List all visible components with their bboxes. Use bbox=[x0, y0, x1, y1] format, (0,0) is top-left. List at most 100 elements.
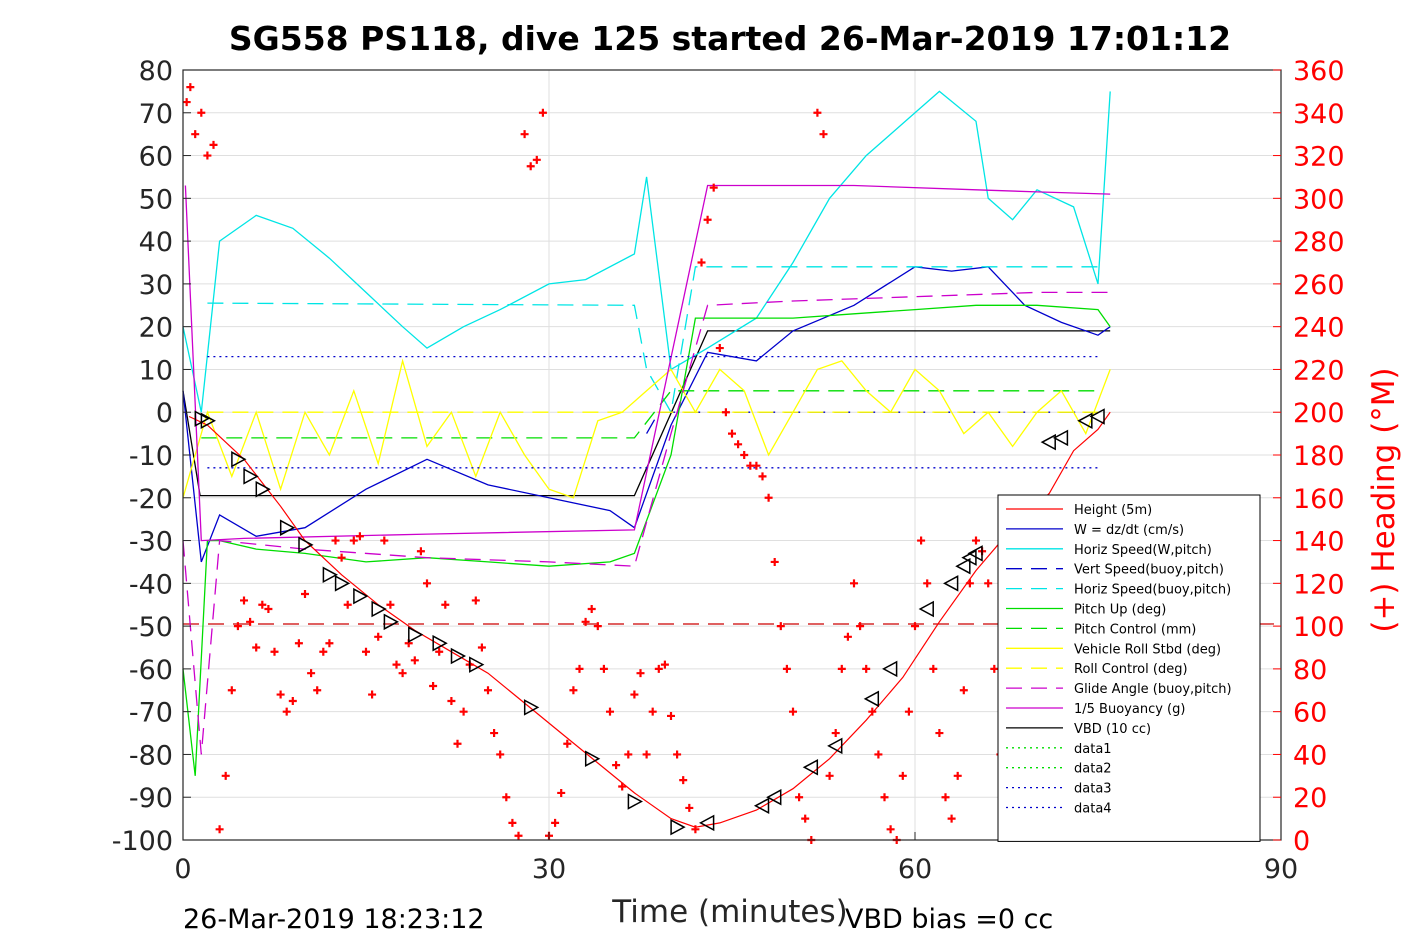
x-tick-label: 60 bbox=[898, 854, 932, 885]
heading-point bbox=[276, 690, 285, 699]
legend-label-data2: data2 bbox=[1074, 762, 1112, 777]
triangle-marker bbox=[802, 759, 819, 776]
triangle-marker bbox=[882, 660, 898, 678]
y-tick-label: -20 bbox=[129, 484, 173, 515]
heading-point bbox=[935, 729, 944, 738]
heading-point bbox=[843, 632, 852, 641]
heading-point bbox=[886, 825, 895, 834]
heading-point bbox=[721, 408, 730, 417]
heading-point bbox=[673, 750, 682, 759]
heading-point bbox=[825, 771, 834, 780]
y2-tick-label: 40 bbox=[1293, 740, 1327, 771]
y-tick-label: 40 bbox=[139, 227, 173, 258]
heading-point bbox=[947, 814, 956, 823]
heading-point bbox=[209, 140, 218, 149]
heading-point bbox=[471, 596, 480, 605]
y2-tick-label: 220 bbox=[1293, 355, 1345, 386]
triangle-marker bbox=[469, 656, 485, 673]
heading-point bbox=[734, 440, 743, 449]
triangle-marker bbox=[432, 634, 448, 652]
heading-point bbox=[581, 617, 590, 626]
heading-point bbox=[313, 686, 322, 695]
y-tick-label: -30 bbox=[129, 527, 173, 558]
triangle-marker bbox=[371, 600, 387, 618]
heading-point bbox=[868, 707, 877, 716]
series-buoy bbox=[184, 184, 1111, 542]
heading-point bbox=[953, 771, 962, 780]
y-tick-label: 50 bbox=[139, 184, 173, 215]
triangle-marker bbox=[827, 737, 843, 755]
heading-point bbox=[575, 664, 584, 673]
legend-label-vbd: VBD (10 cc) bbox=[1074, 722, 1151, 737]
heading-point bbox=[862, 664, 871, 673]
y-tick-label: 30 bbox=[139, 270, 173, 301]
x-axis: 0 30 60 90 bbox=[174, 832, 1298, 885]
heading-point bbox=[965, 579, 974, 588]
heading-point bbox=[514, 831, 523, 840]
heading-point bbox=[319, 647, 328, 656]
heading-point bbox=[362, 647, 370, 656]
legend-label-pitch: Pitch Up (deg) bbox=[1074, 603, 1166, 618]
triangle-marker bbox=[584, 750, 601, 767]
heading-point bbox=[813, 108, 822, 117]
y2-tick-label: 280 bbox=[1293, 227, 1345, 258]
y2-tick-label: 20 bbox=[1293, 783, 1327, 814]
y-tick-label: -10 bbox=[129, 441, 173, 472]
triangle-marker bbox=[383, 613, 399, 631]
legend-label-roll_ctl: Roll Control (deg) bbox=[1074, 662, 1188, 677]
y-axis-right: 3603403203002802602402202001801601401201… bbox=[1273, 56, 1345, 857]
legend-label-roll: Vehicle Roll Stbd (deg) bbox=[1074, 642, 1221, 657]
heading-point bbox=[203, 151, 212, 160]
y2-tick-label: 320 bbox=[1293, 142, 1345, 173]
heading-point bbox=[911, 622, 919, 631]
heading-point bbox=[801, 814, 810, 823]
triangle-marker bbox=[353, 587, 369, 605]
series-vert_buoy bbox=[646, 411, 1098, 434]
triangle-marker bbox=[200, 412, 216, 430]
heading-point bbox=[374, 632, 383, 641]
triangle-marker bbox=[243, 468, 259, 485]
heading-point bbox=[221, 771, 230, 780]
heading-point bbox=[697, 258, 706, 267]
heading-point bbox=[532, 155, 541, 164]
triangle-marker bbox=[918, 600, 934, 618]
triangle-marker bbox=[408, 626, 424, 643]
heading-point bbox=[502, 793, 511, 802]
series-horiz_buoy bbox=[207, 266, 1098, 415]
y-axis-left: 80 70 60 50 40 30 20 10 0 -10 -20 -30 -40 -50 -60 -70 -8… bbox=[112, 56, 191, 857]
heading-point bbox=[355, 532, 364, 541]
heading-point bbox=[307, 669, 316, 678]
heading-point bbox=[770, 557, 779, 566]
y-tick-label: -90 bbox=[129, 783, 173, 814]
heading-point bbox=[606, 707, 614, 716]
triangle-marker bbox=[955, 557, 971, 575]
heading-point bbox=[758, 472, 767, 481]
heading-point bbox=[386, 600, 395, 609]
legend-label-horiz_w: Horiz Speed(W,pitch) bbox=[1074, 543, 1212, 558]
series-horiz_w bbox=[182, 90, 1111, 413]
heading-point bbox=[477, 643, 486, 652]
heading-point bbox=[368, 690, 377, 699]
triangle-marker bbox=[231, 451, 247, 468]
series-roll bbox=[182, 358, 1111, 499]
heading-point bbox=[441, 600, 450, 609]
y2-tick-label: 300 bbox=[1293, 184, 1345, 215]
triangle-markers bbox=[194, 408, 1105, 836]
triangle-marker bbox=[450, 647, 467, 665]
heading-point bbox=[538, 108, 547, 117]
heading-markers bbox=[183, 83, 1090, 844]
heading-point bbox=[599, 664, 608, 673]
heading-point bbox=[186, 83, 195, 92]
triangle-marker bbox=[1052, 429, 1069, 447]
y2-tick-label: 120 bbox=[1293, 569, 1345, 600]
heading-point bbox=[398, 669, 407, 678]
footer-vbd-bias: VBD bias =0 cc bbox=[845, 904, 1053, 935]
heading-point bbox=[453, 739, 462, 748]
y-tick-label: 20 bbox=[139, 313, 173, 344]
triangle-marker bbox=[1040, 433, 1056, 451]
legend-label-data4: data4 bbox=[1074, 802, 1112, 817]
heading-point bbox=[227, 686, 236, 695]
series-w bbox=[182, 266, 1111, 563]
heading-point bbox=[636, 669, 645, 678]
